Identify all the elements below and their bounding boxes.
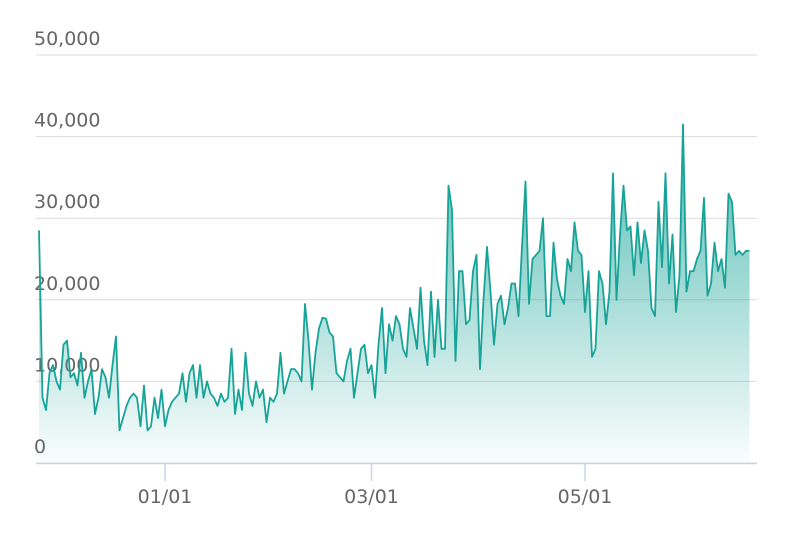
- y-tick-label: 30,000: [34, 191, 100, 213]
- x-tick-label: 05/01: [558, 486, 613, 508]
- y-tick-label: 50,000: [34, 28, 100, 50]
- y-tick-label: 20,000: [34, 273, 100, 295]
- x-tick-label: 01/01: [138, 486, 193, 508]
- area-line: [38, 123, 750, 432]
- x-tick-label: 03/01: [344, 486, 399, 508]
- y-tick-label: 40,000: [34, 110, 100, 132]
- area-fill: [39, 124, 750, 464]
